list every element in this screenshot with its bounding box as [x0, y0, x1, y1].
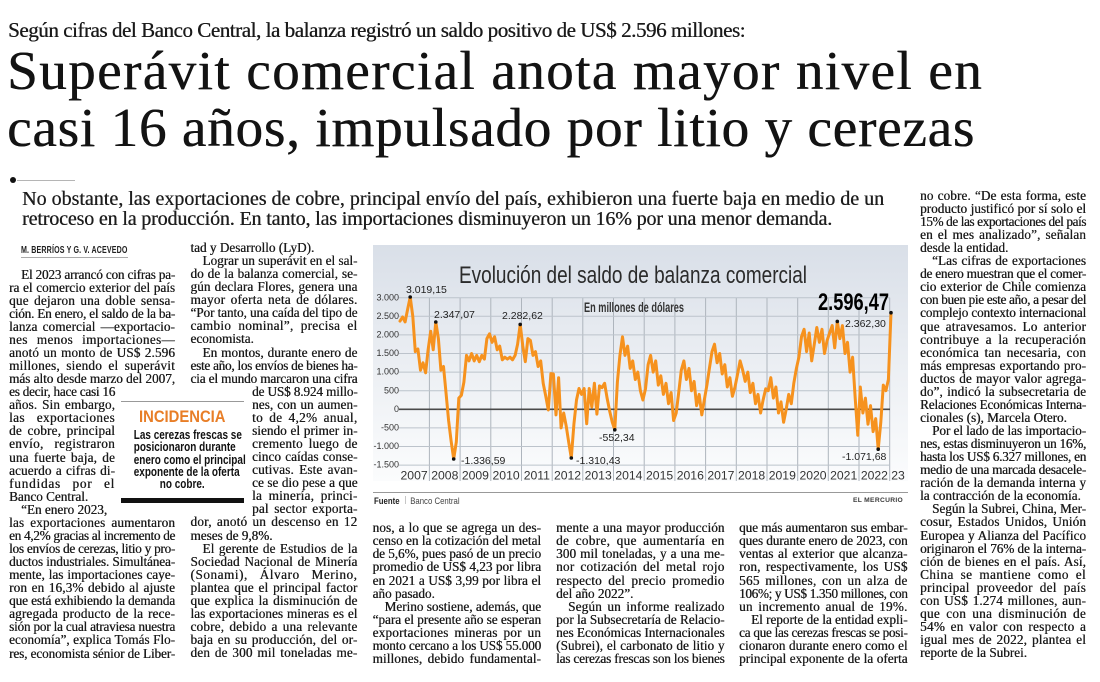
svg-text:1.000: 1.000: [376, 367, 399, 377]
svg-text:2014: 2014: [615, 469, 642, 483]
svg-text:2016: 2016: [677, 469, 704, 483]
svg-text:2009: 2009: [462, 469, 489, 483]
svg-text:2017: 2017: [707, 469, 734, 483]
svg-text:2018: 2018: [738, 469, 765, 483]
svg-text:-1.071,68: -1.071,68: [842, 451, 887, 463]
svg-text:-1.336,59: -1.336,59: [461, 455, 506, 467]
svg-text:2008: 2008: [431, 469, 458, 483]
svg-text:2012: 2012: [554, 469, 581, 483]
svg-text:-1.500: -1.500: [373, 460, 399, 470]
svg-text:3.000: 3.000: [376, 292, 399, 302]
svg-text:2.362,30: 2.362,30: [845, 318, 886, 330]
svg-text:2013: 2013: [585, 469, 612, 483]
svg-text:-500: -500: [381, 423, 399, 433]
svg-text:2022: 2022: [861, 469, 888, 483]
svg-text:2015: 2015: [646, 469, 673, 483]
svg-text:2020: 2020: [799, 469, 826, 483]
svg-text:En millones de dólares: En millones de dólares: [584, 300, 684, 315]
svg-text:2.500: 2.500: [376, 311, 399, 321]
svg-text:2.282,62: 2.282,62: [502, 310, 543, 322]
svg-text:2019: 2019: [769, 469, 796, 483]
svg-text:-1.000: -1.000: [373, 441, 399, 451]
svg-text:2021: 2021: [830, 469, 857, 483]
svg-text:2010: 2010: [493, 469, 520, 483]
svg-text:500: 500: [384, 385, 399, 395]
svg-text:3.019,15: 3.019,15: [406, 284, 447, 296]
svg-text:-1.310,43: -1.310,43: [576, 455, 621, 467]
svg-text:2.596,47: 2.596,47: [818, 289, 889, 316]
svg-text:2.347,07: 2.347,07: [434, 309, 475, 321]
svg-text:1.500: 1.500: [376, 348, 399, 358]
svg-text:2011: 2011: [524, 469, 550, 483]
svg-text:-552,34: -552,34: [599, 432, 635, 444]
svg-text:2007: 2007: [401, 469, 428, 483]
svg-text:Evolución del saldo de balanza: Evolución del saldo de balanza comercial: [459, 262, 807, 289]
svg-text:2.000: 2.000: [376, 330, 399, 340]
svg-text:23: 23: [891, 469, 905, 483]
svg-text:0: 0: [394, 404, 399, 414]
